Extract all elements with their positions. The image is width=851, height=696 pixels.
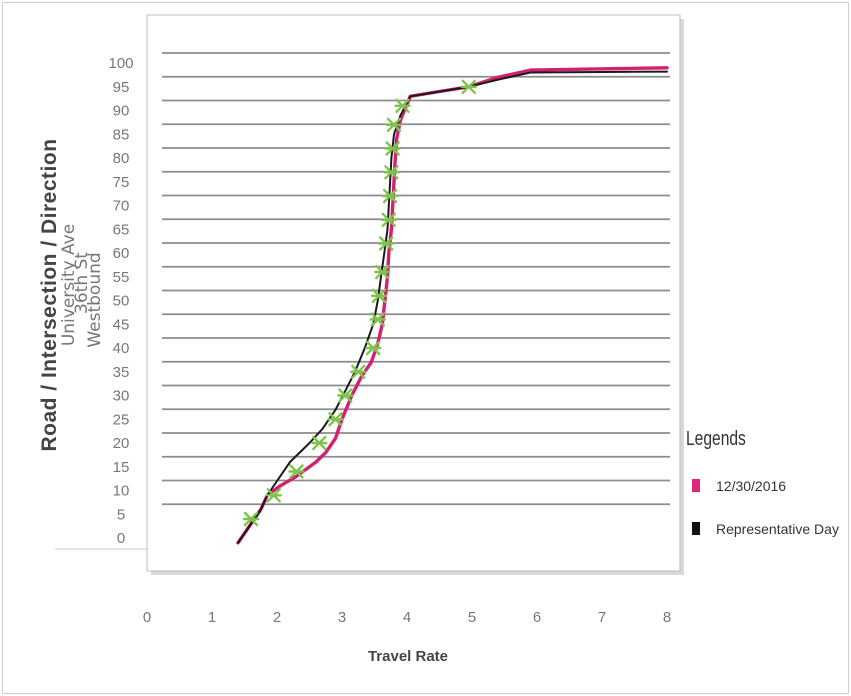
- y-tick-label: 100: [108, 55, 133, 72]
- data-marker: [378, 236, 395, 251]
- y-tick-label: 45: [113, 316, 130, 333]
- x-tick-label: 0: [143, 609, 151, 626]
- data-marker: [394, 98, 411, 114]
- data-marker: [327, 412, 344, 427]
- y-tick-label: 40: [113, 340, 130, 357]
- data-marker: [288, 464, 305, 479]
- data-marker: [385, 117, 403, 133]
- legend-swatch: [692, 479, 700, 492]
- y-axis-subtitle: Westbound: [85, 252, 105, 347]
- plot-area: [146, 14, 681, 572]
- y-tick-label: 50: [113, 293, 130, 310]
- x-tick-label: 7: [598, 609, 606, 626]
- data-marker: [460, 79, 477, 95]
- data-marker: [350, 364, 367, 379]
- series-line-2: [237, 70, 668, 544]
- y-tick-label: 70: [113, 198, 130, 215]
- y-axis-title: Road / Intersection / Direction: [38, 138, 61, 451]
- y-tick-label: 85: [113, 126, 130, 143]
- data-marker: [311, 435, 328, 451]
- legend-item-representative-day: Representative Day: [686, 519, 851, 540]
- data-marker: [369, 312, 386, 327]
- x-tick-label: 2: [273, 609, 281, 626]
- data-marker: [337, 388, 354, 403]
- data-marker: [374, 264, 391, 280]
- y-tick-label: 90: [113, 103, 130, 120]
- legend-item-12-30-2016: 12/30/2016: [686, 476, 851, 497]
- legend-title: Legends: [686, 428, 746, 450]
- y-tick-label: 55: [113, 269, 130, 286]
- y-tick-label: 75: [113, 174, 130, 191]
- legend: Legends 12/30/2016 Representative Day: [686, 428, 851, 537]
- y-tick-label: 0: [117, 530, 125, 547]
- legend-label: Representative Day: [716, 521, 839, 537]
- x-tick-label: 5: [468, 609, 476, 626]
- data-marker: [383, 165, 400, 180]
- x-tick-label: 4: [403, 609, 411, 626]
- y-tick-label: 65: [113, 221, 130, 238]
- data-marker: [381, 188, 399, 204]
- y-tick-label: 35: [113, 364, 130, 381]
- y-tick-label: 80: [113, 150, 130, 167]
- y-tick-label: 95: [113, 79, 130, 96]
- data-marker: [265, 488, 282, 503]
- legend-label: 12/30/2016: [716, 478, 787, 494]
- y-tick-label: 15: [113, 459, 130, 476]
- y-axis-subtitle: 36th St: [72, 252, 92, 314]
- x-tick-label: 1: [208, 609, 216, 626]
- data-marker: [370, 288, 388, 303]
- x-axis-title: Travel Rate: [368, 648, 448, 665]
- legend-swatch: [692, 522, 700, 535]
- data-marker: [365, 340, 382, 356]
- data-marker: [380, 212, 397, 228]
- data-marker: [242, 511, 260, 527]
- x-tick-label: 6: [533, 609, 541, 626]
- y-tick-label: 25: [113, 411, 130, 428]
- y-tick-label: 5: [117, 506, 125, 523]
- data-marker: [384, 141, 401, 156]
- y-tick-label: 60: [113, 245, 130, 262]
- y-tick-label: 20: [113, 435, 130, 452]
- y-axis-subtitle: University Ave: [59, 224, 79, 346]
- y-tick-label: 10: [113, 483, 130, 500]
- x-tick-label: 3: [338, 609, 346, 626]
- y-tick-label: 30: [113, 388, 130, 405]
- x-tick-label: 8: [663, 609, 671, 626]
